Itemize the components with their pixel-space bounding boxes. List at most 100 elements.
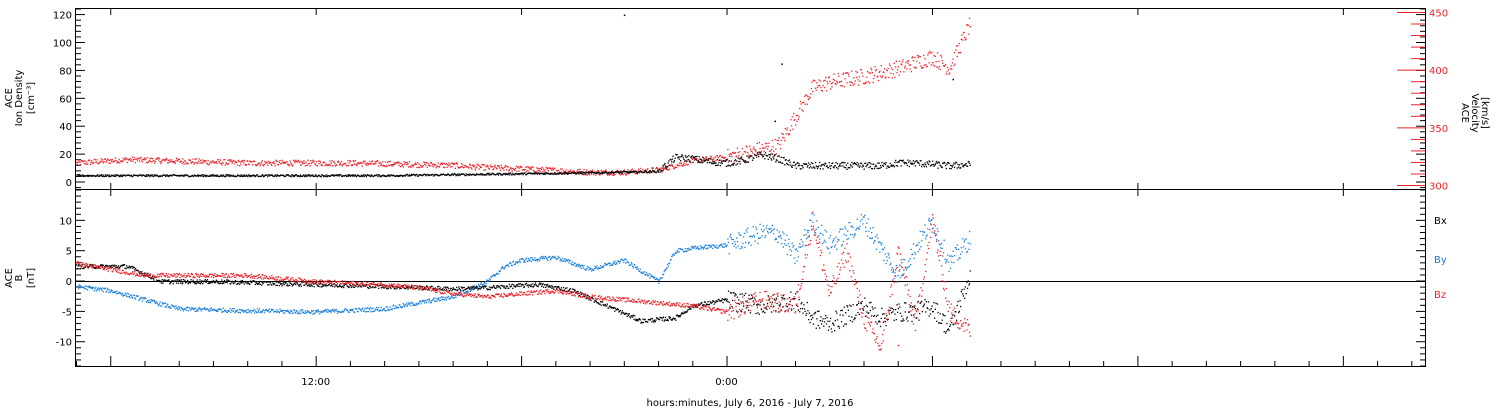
data-point <box>867 162 869 164</box>
data-point <box>922 164 924 166</box>
data-point <box>424 161 426 164</box>
data-point <box>617 260 619 262</box>
data-point <box>489 289 491 291</box>
data-point <box>644 274 646 276</box>
data-point <box>840 80 843 82</box>
data-point <box>521 283 524 285</box>
data-point <box>273 311 276 313</box>
data-point <box>367 174 369 177</box>
data-point <box>583 264 585 267</box>
data-point <box>448 162 450 164</box>
data-point <box>723 160 726 162</box>
data-point <box>230 160 233 162</box>
data-point <box>544 284 546 286</box>
data-point <box>762 147 765 149</box>
data-point <box>641 322 643 324</box>
data-point <box>323 310 325 312</box>
data-point <box>214 161 216 164</box>
data-point <box>762 225 765 227</box>
data-point <box>306 310 309 312</box>
data-point <box>772 156 774 158</box>
data-point <box>439 297 441 299</box>
data-point <box>87 163 89 165</box>
data-point <box>917 250 919 253</box>
data-point <box>912 243 915 245</box>
data-point <box>636 320 638 322</box>
data-point <box>879 251 881 253</box>
data-point <box>720 162 722 164</box>
data-point <box>286 161 288 163</box>
data-point <box>156 174 158 176</box>
data-point <box>609 264 611 266</box>
data-point <box>429 165 431 167</box>
data-point <box>463 173 465 176</box>
data-point <box>289 175 291 177</box>
data-point <box>449 174 452 176</box>
data-point <box>640 271 643 273</box>
data-point <box>432 287 435 289</box>
data-point <box>255 164 257 166</box>
data-point <box>508 172 510 174</box>
data-point <box>265 309 267 311</box>
data-point <box>661 171 663 173</box>
data-point <box>584 171 586 174</box>
data-point <box>529 168 531 170</box>
data-point <box>719 154 721 157</box>
data-point <box>153 279 155 281</box>
data-point <box>671 165 674 167</box>
data-point <box>288 165 290 167</box>
data-point <box>293 309 296 311</box>
data-point <box>488 286 491 288</box>
data-point <box>450 174 452 176</box>
data-point <box>107 265 109 267</box>
data-point <box>115 293 117 295</box>
data-point <box>615 171 617 173</box>
data-point <box>712 158 715 160</box>
data-point <box>652 167 654 169</box>
data-point <box>629 264 631 266</box>
data-point <box>923 64 925 66</box>
data-point <box>423 161 425 163</box>
data-point <box>777 155 779 157</box>
data-point <box>730 233 732 236</box>
data-point <box>680 248 682 250</box>
data-point <box>729 165 731 167</box>
data-point <box>840 228 842 230</box>
data-point <box>255 175 257 177</box>
data-point <box>421 301 424 303</box>
data-point <box>376 284 378 286</box>
data-point <box>117 161 120 164</box>
data-point <box>110 264 113 267</box>
data-point <box>137 157 139 159</box>
data-point <box>356 283 358 285</box>
data-point <box>954 63 956 65</box>
data-point <box>195 307 197 309</box>
data-point <box>955 161 958 164</box>
data-point <box>108 174 111 176</box>
data-point <box>518 261 520 263</box>
data-point <box>764 142 767 144</box>
data-point <box>280 310 282 312</box>
data-point <box>927 219 930 221</box>
data-point <box>662 165 664 167</box>
data-point <box>95 161 98 163</box>
data-point <box>525 170 528 172</box>
data-point <box>202 308 204 310</box>
data-point <box>786 162 788 165</box>
data-point <box>334 174 337 176</box>
data-point <box>134 174 137 176</box>
data-point <box>305 161 307 163</box>
data-point <box>109 162 111 164</box>
data-point <box>797 250 799 252</box>
data-point <box>778 137 780 139</box>
data-point <box>217 310 219 313</box>
data-point <box>945 63 947 66</box>
data-point <box>129 297 131 299</box>
data-point <box>349 159 351 162</box>
data-point <box>632 314 634 316</box>
data-point <box>617 169 619 171</box>
data-point <box>381 310 383 312</box>
data-point <box>690 156 692 158</box>
data-point <box>586 294 589 296</box>
data-point <box>648 273 650 275</box>
